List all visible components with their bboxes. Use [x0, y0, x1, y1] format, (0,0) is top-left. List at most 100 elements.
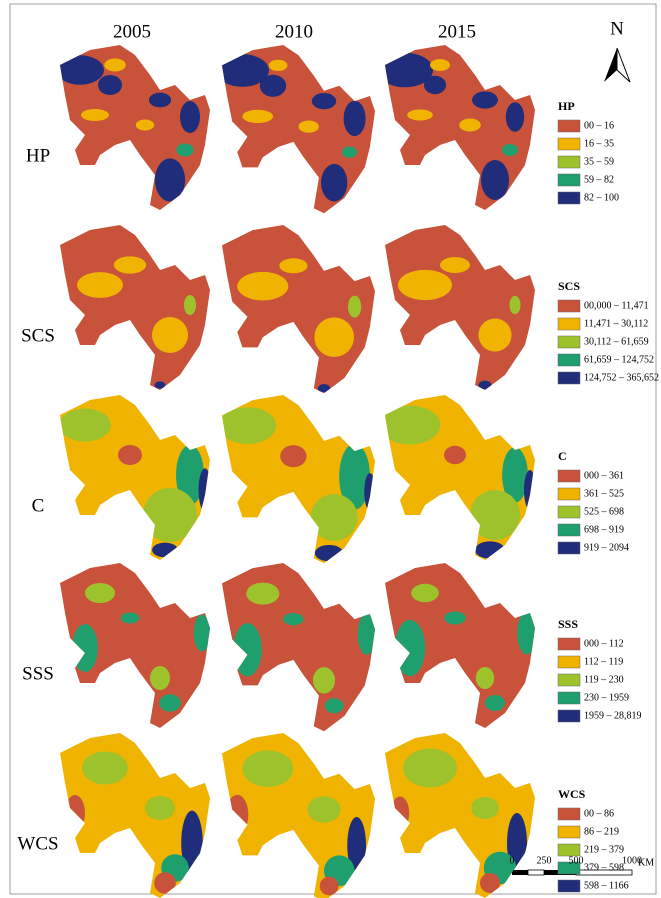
legend-swatch: [557, 655, 581, 669]
map-zone: [317, 384, 331, 393]
legend-swatch: [557, 469, 581, 483]
legend-swatch: [557, 843, 581, 857]
legend-swatch: [557, 807, 581, 821]
map-zone: [312, 667, 336, 694]
map-zone: [341, 146, 358, 158]
map-zone: [314, 544, 344, 562]
map: [60, 563, 210, 728]
map-zone: [226, 794, 249, 835]
legend-swatch: [557, 335, 581, 349]
map-zone: [307, 796, 341, 823]
map-fill: [222, 395, 375, 564]
map-zone: [357, 613, 375, 655]
scale-label: 1000: [622, 855, 642, 866]
map-zone: [509, 295, 521, 315]
row-label: SSS: [22, 663, 54, 684]
map-zone: [135, 119, 155, 131]
map-fill: [385, 45, 535, 210]
map-zone: [481, 160, 509, 200]
north-arrow: [604, 47, 631, 83]
map-zone: [180, 101, 200, 133]
row-label: HP: [26, 145, 50, 166]
map-zone: [242, 109, 274, 124]
map-zone: [118, 445, 142, 465]
row-label: C: [32, 495, 45, 516]
map-zone: [77, 272, 123, 298]
map-zone: [176, 445, 204, 505]
map-fill: [385, 563, 535, 728]
legend-item: 35 – 59: [584, 156, 614, 167]
legend-title: C: [558, 449, 567, 463]
legend-swatch: [557, 155, 581, 169]
legend-item: 1959 – 28,819: [584, 710, 642, 721]
map-zone: [394, 619, 426, 677]
map-fill: [385, 225, 535, 390]
map-zone: [339, 443, 371, 510]
legend-swatch: [557, 673, 581, 687]
map-zone: [152, 542, 178, 558]
legend-item: 59 – 82: [584, 174, 614, 185]
map-zone: [242, 750, 294, 788]
map-zone: [347, 295, 362, 318]
legend-swatch: [557, 353, 581, 367]
legend-item: 119 – 230: [584, 674, 624, 685]
legend-swatch: [557, 825, 581, 839]
legend-swatch: [557, 879, 581, 893]
map-zone: [222, 54, 269, 87]
legend-item: 598 – 1166: [584, 880, 629, 891]
scale-label: 0: [510, 855, 515, 866]
legend-item: 379 – 598: [584, 862, 624, 873]
map-zone: [98, 75, 122, 95]
map-fill: [222, 225, 375, 394]
legend-item: 112 – 119: [584, 656, 623, 667]
map-zone: [474, 541, 506, 559]
map-zone: [411, 583, 439, 603]
scale-unit: KM: [638, 857, 654, 868]
map-fill: [60, 733, 210, 898]
legend-item: 00,000 – 11,471: [584, 300, 649, 311]
legend-swatch: [557, 637, 581, 651]
map: [222, 563, 375, 732]
map-zone: [222, 648, 234, 672]
map-zone: [423, 75, 447, 95]
map-zone: [259, 74, 287, 97]
map-zone: [502, 447, 528, 503]
map-zone: [154, 381, 166, 389]
legend-swatch: [557, 371, 581, 385]
legend-title: SCS: [558, 279, 580, 293]
map-zone: [347, 817, 367, 874]
legend-item: 698 – 919: [584, 524, 624, 535]
map-zone: [145, 796, 175, 820]
legend-item: 919 – 2094: [584, 542, 629, 553]
map: [385, 225, 535, 390]
map-zone: [60, 408, 111, 442]
row-label: SCS: [21, 325, 55, 346]
legend-item: 219 – 379: [584, 844, 624, 855]
map: [222, 45, 375, 214]
map-zone: [478, 380, 492, 390]
map-zone: [311, 92, 337, 110]
map-fill: [222, 563, 375, 732]
legend-item: 361 – 525: [584, 488, 624, 499]
map-zone: [443, 445, 467, 465]
map: [385, 45, 535, 210]
map-zone: [470, 490, 520, 540]
legend-swatch: [557, 299, 581, 313]
map-zone: [475, 666, 495, 690]
map: [60, 395, 210, 560]
map: [60, 225, 210, 390]
legend-title: WCS: [558, 787, 586, 801]
map-fill: [385, 395, 535, 560]
legend-swatch: [557, 137, 581, 151]
map-zone: [364, 473, 375, 511]
map-zone: [104, 58, 126, 72]
map-zone: [480, 873, 500, 893]
legend-item: 000 – 112: [584, 638, 624, 649]
map-zone: [222, 407, 277, 444]
legend-swatch: [557, 861, 581, 875]
legend-swatch: [557, 191, 581, 205]
map-zone: [148, 92, 172, 108]
map-zone: [385, 405, 441, 445]
north-label: N: [610, 18, 624, 39]
